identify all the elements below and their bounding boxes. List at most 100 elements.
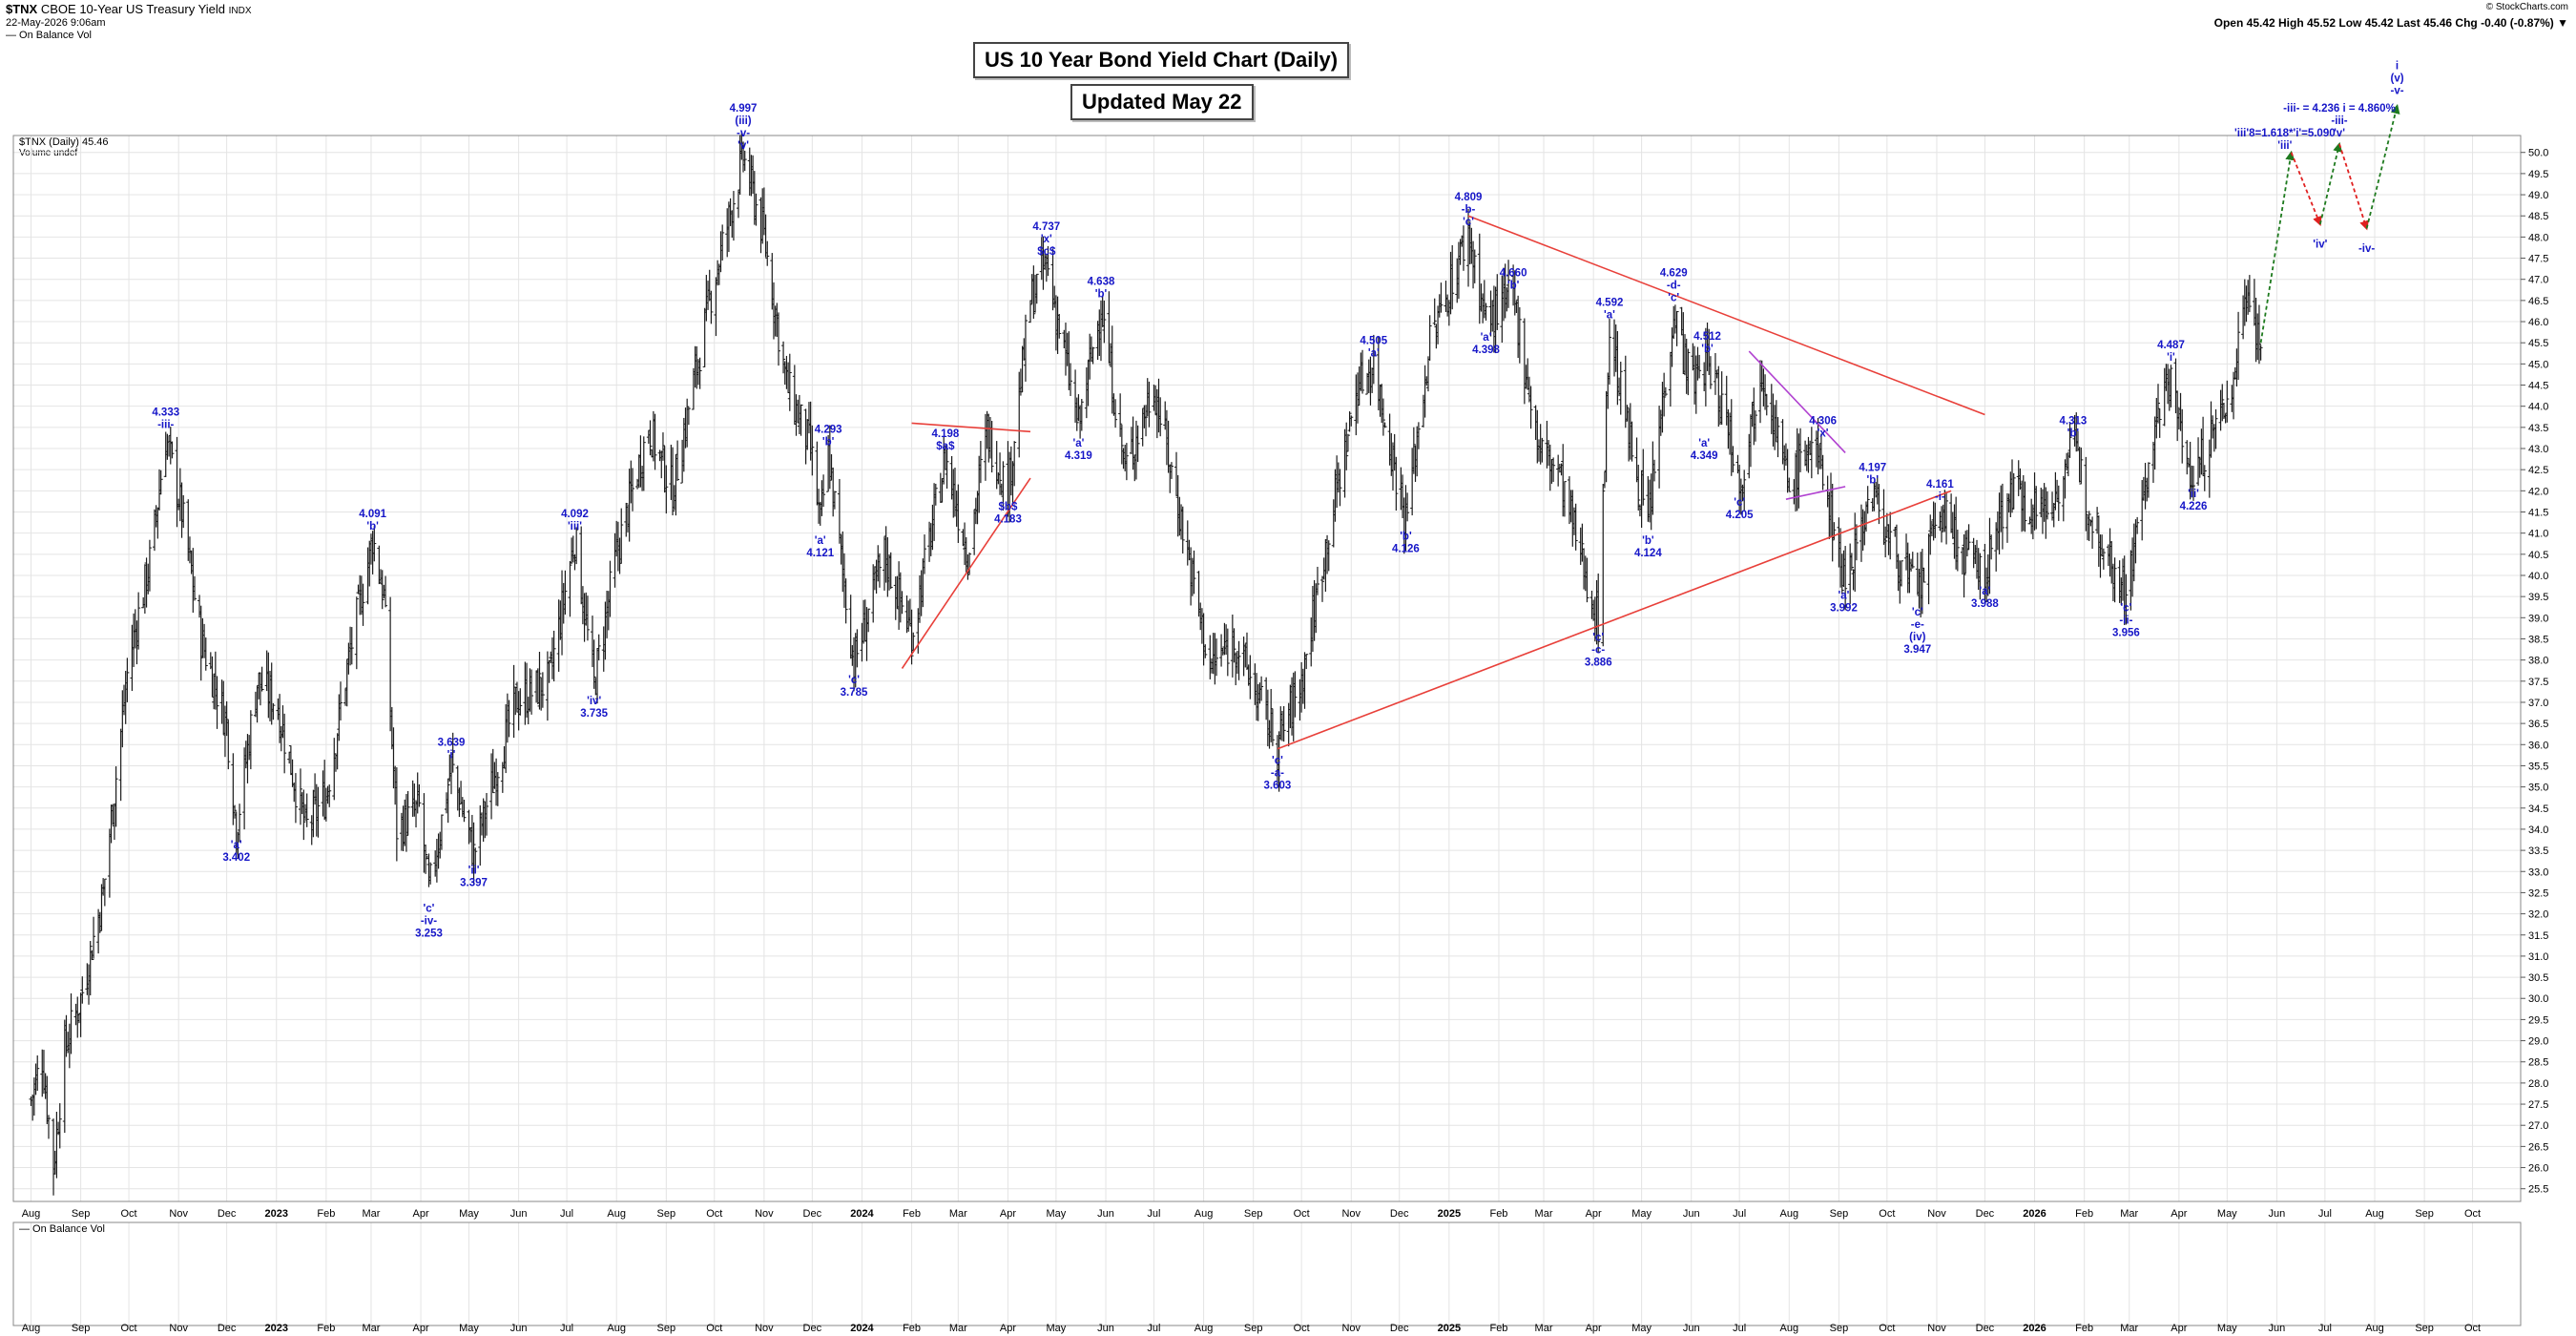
ohlc-bar xyxy=(248,710,253,770)
wave-label-line: 'i' xyxy=(2167,352,2175,364)
wave-label-line: (v) xyxy=(2391,73,2404,85)
wave-label-line: 3.956 xyxy=(2112,628,2140,639)
wave-label: 'iii'8=1.618*'i'=5.090'iii' xyxy=(2234,128,2336,152)
ohlc-bar xyxy=(1304,654,1309,670)
wave-label-line: 'c' xyxy=(848,675,860,686)
x-tick-label-lower: Nov xyxy=(169,1323,188,1334)
ohlc-bar xyxy=(1345,433,1350,452)
grid xyxy=(13,136,2521,1326)
wave-label-line: 'iii' xyxy=(2277,140,2292,152)
wave-label-line: 4.226 xyxy=(2180,501,2208,512)
ohlc-bar xyxy=(1425,356,1430,392)
ohlc-bar xyxy=(731,191,736,241)
ohlc-bar xyxy=(88,941,93,996)
ohlc-bar xyxy=(327,784,332,807)
ohlc-bar xyxy=(1461,225,1465,271)
ohlc-bar xyxy=(1630,421,1634,462)
y-tick-label: 29.0 xyxy=(2528,1036,2548,1048)
wave-label-line: 'c' xyxy=(1272,755,1283,766)
ohlc-bar xyxy=(787,353,792,411)
ohlc-bar xyxy=(2220,384,2225,422)
ohlc-bar xyxy=(1135,425,1140,463)
wave-label-line: 'b' xyxy=(822,436,835,448)
ohlc-bar xyxy=(923,534,927,574)
ohlc-bar xyxy=(304,793,309,827)
ohlc-bar xyxy=(298,768,302,825)
y-tick-label: 28.0 xyxy=(2528,1078,2548,1090)
ohlc-bar xyxy=(1495,274,1500,330)
y-tick-label: 49.0 xyxy=(2528,190,2548,201)
ohlc-bar xyxy=(1147,381,1152,428)
ohlc-bar xyxy=(1338,469,1342,507)
wave-label-line: 'c' xyxy=(2120,603,2131,615)
wave-label-line: 4.660 xyxy=(1500,267,1527,279)
x-tick-label: Feb xyxy=(317,1208,335,1220)
ohlc-bar xyxy=(2084,456,2088,532)
ohlc-bars xyxy=(29,132,2263,1196)
x-tick-label-lower: Dec xyxy=(1976,1323,1995,1334)
x-tick-label: Sep xyxy=(1830,1208,1849,1220)
wave-label-line: 4.487 xyxy=(2157,340,2185,351)
ohlc-bar xyxy=(2045,491,2049,520)
wave-label-line: 4.161 xyxy=(1926,479,1954,491)
wave-label-line: 4.124 xyxy=(1634,548,1662,559)
ohlc-bar xyxy=(316,786,321,838)
ohlc-bar xyxy=(518,688,523,716)
wave-label-line: -e- xyxy=(1911,619,1924,631)
x-tick-label-lower: May xyxy=(1047,1323,1067,1334)
wave-label-line: -iii- xyxy=(157,420,174,431)
x-tick-label-lower: Sep xyxy=(1830,1323,1849,1334)
ohlc-bar xyxy=(2079,447,2084,485)
wave-label-line: 3.992 xyxy=(1830,602,1858,614)
y-tick-label: 30.5 xyxy=(2528,972,2548,984)
wave-label-line: 'iv' xyxy=(2313,240,2327,251)
wave-label-line: 4.306 xyxy=(1809,416,1837,428)
x-axis-lower: Aug Sep Oct Nov Dec 2023 Feb Mar Apr May Jun Jul Aug… xyxy=(22,1323,2481,1334)
wave-label-line: 'b' xyxy=(366,521,379,532)
wave-label: 'a' 4.398 xyxy=(1472,332,1500,356)
ohlc-bar xyxy=(1225,628,1230,677)
wave-label-line: -i- xyxy=(1935,491,1945,503)
y-tick-label: 38.5 xyxy=(2528,634,2548,645)
x-tick-label: Sep xyxy=(2415,1208,2434,1220)
x-tick-label-lower: Aug xyxy=(2365,1323,2384,1334)
ohlc-bar xyxy=(648,420,653,456)
ohlc-bar xyxy=(203,637,208,671)
ohlc-bar xyxy=(2095,507,2100,534)
x-tick-label-lower: Oct xyxy=(1294,1323,1310,1334)
x-tick-label: Oct xyxy=(1879,1208,1895,1220)
wave-label: 'a' 4.319 xyxy=(1065,438,1092,462)
wave-label: 4.997 (iii) -v-'v' xyxy=(730,103,758,152)
wave-label: $b$ 4.183 xyxy=(994,501,1022,525)
ohlc-bar xyxy=(1344,422,1349,470)
ohlc-bar xyxy=(1091,346,1095,365)
wave-label-line: 4.313 xyxy=(2060,416,2088,428)
wave-label-line: 'x' xyxy=(1041,234,1052,245)
x-tick-label: Apr xyxy=(2171,1208,2187,1220)
x-tick-label: Oct xyxy=(706,1208,722,1220)
x-tick-label-lower: Jul xyxy=(1733,1323,1746,1334)
wave-label-line: 4.293 xyxy=(815,424,842,435)
wave-label-line: -v- xyxy=(737,128,750,139)
x-tick-label: Aug xyxy=(1195,1208,1214,1220)
wave-label: 4.592'a' xyxy=(1596,297,1624,321)
wave-label-line: 'b' xyxy=(1507,280,1520,291)
ohlc-bar xyxy=(1046,245,1050,277)
y-tick-label: 43.0 xyxy=(2528,444,2548,455)
ohlc-bar xyxy=(1809,427,1814,479)
x-tick-label-lower: Aug xyxy=(607,1323,626,1334)
y-tick-label: 36.0 xyxy=(2528,740,2548,751)
ohlc-bar xyxy=(490,748,495,794)
x-tick-label: Aug xyxy=(22,1208,41,1220)
wave-label-line: -iv- xyxy=(2358,243,2375,255)
wave-label-line: 'c' xyxy=(1592,633,1604,644)
ohlc-bar xyxy=(2256,304,2261,365)
x-tick-label-lower: Mar xyxy=(1535,1323,1553,1334)
x-tick-label: Apr xyxy=(1586,1208,1602,1220)
ohlc-bar xyxy=(933,483,938,506)
ohlc-bar xyxy=(585,595,590,641)
wave-label-line: 'iii'8=1.618*'i'=5.090 xyxy=(2234,128,2336,139)
ohlc-bar xyxy=(1439,282,1444,313)
wave-label: 'c' -c-3.886 xyxy=(1585,633,1612,669)
y-tick-label: 44.5 xyxy=(2528,381,2548,392)
